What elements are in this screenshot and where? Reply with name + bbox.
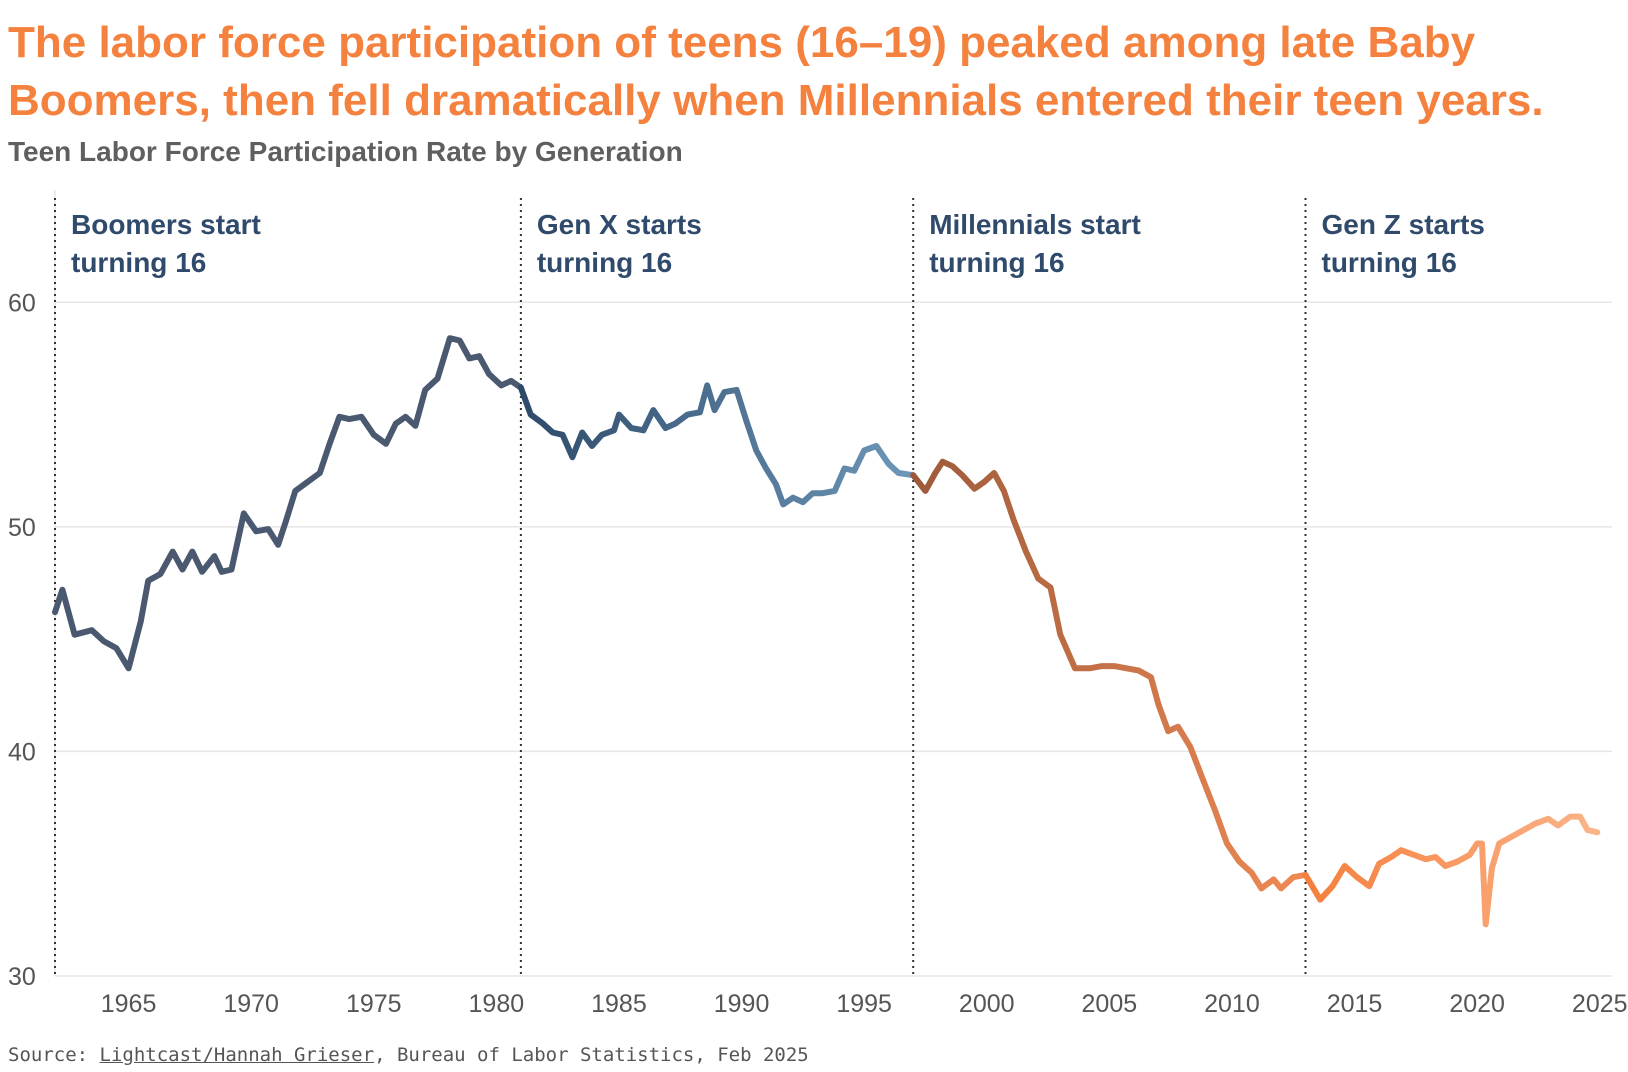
x-tick-label: 2020 [1449, 990, 1505, 1018]
y-tick-label: 40 [8, 738, 36, 766]
source-suffix: , Bureau of Labor Statistics, Feb 2025 [374, 1044, 809, 1066]
y-tick-label: 50 [8, 514, 36, 542]
series-line-2 [517, 382, 917, 508]
annotation-label-line-1: Gen X starts [537, 209, 702, 240]
x-tick-label: 1990 [714, 990, 770, 1018]
line-chart: 30 40 50 60 1965 1970 1975 1980 1985 1990 1995 2000… [8, 190, 1628, 1018]
y-tick-label: 30 [8, 963, 36, 991]
source-prefix: Source: [8, 1044, 100, 1066]
annotation-label-line-1: Millennials start [929, 209, 1141, 240]
annotation-label-line-2: turning 16 [1322, 247, 1457, 278]
chart-title-line-2: Boomers, then fell dramatically when Mil… [8, 76, 1544, 125]
series-line-3 [910, 458, 1309, 892]
annotation-label-line-1: Gen Z starts [1322, 209, 1485, 240]
annotation-label-line-1: Boomers start [71, 209, 261, 240]
annotation-label-line-2: turning 16 [929, 247, 1064, 278]
x-tick-label: 2000 [959, 990, 1015, 1018]
chart-subtitle: Teen Labor Force Participation Rate by G… [8, 136, 683, 167]
grid-layer [54, 190, 1612, 977]
x-tick-label: 2005 [1082, 990, 1138, 1018]
annotation-layer: Boomers start turning 16 Gen X starts turni… [54, 198, 1485, 976]
x-tick-label: 1995 [836, 990, 892, 1018]
x-tick-label: 2025 [1572, 990, 1628, 1018]
x-tick-label: 2015 [1327, 990, 1383, 1018]
x-tick-label: 1985 [591, 990, 647, 1018]
chart-title-line-1: The labor force participation of teens (… [8, 18, 1476, 67]
x-tick-label: 1975 [346, 990, 402, 1018]
chart-title: The labor force participation of teens (… [8, 14, 1620, 130]
annotation-label-line-2: turning 16 [71, 247, 206, 278]
axis-layer: 30 40 50 60 1965 1970 1975 1980 1985 1990 1995 2000… [8, 289, 1628, 1018]
x-tick-label: 1980 [469, 990, 525, 1018]
x-tick-label: 2010 [1204, 990, 1260, 1018]
series-layer [52, 335, 1601, 928]
y-tick-label: 60 [8, 289, 36, 317]
annotation-label-line-2: turning 16 [537, 247, 672, 278]
series-line-1 [52, 335, 524, 672]
source-note: Source: Lightcast/Hannah Grieser, Bureau… [8, 1044, 809, 1066]
x-tick-label: 1965 [101, 990, 157, 1018]
series-line-4 [1302, 813, 1601, 928]
source-link[interactable]: Lightcast/Hannah Grieser [99, 1044, 375, 1066]
x-tick-label: 1970 [223, 990, 279, 1018]
